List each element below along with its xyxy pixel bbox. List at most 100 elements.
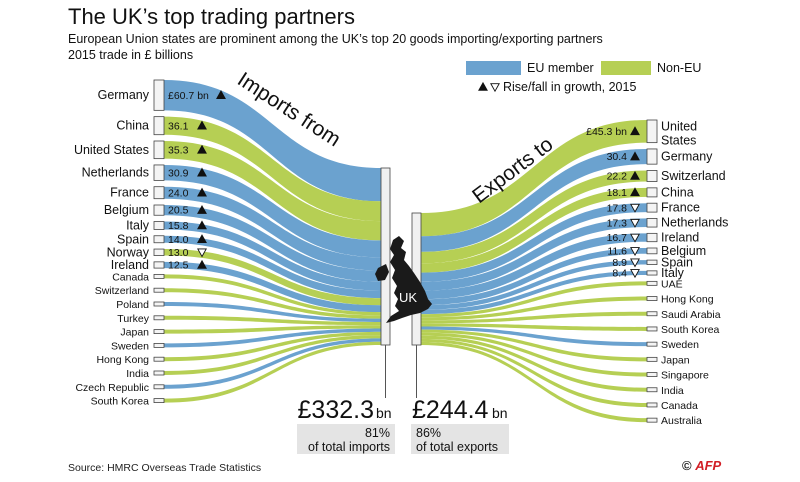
export-country-netherlands: Netherlands <box>661 216 728 230</box>
export-flow-sweden <box>421 326 647 347</box>
import-value-netherlands: 30.9 <box>168 167 189 179</box>
export-country-uae: UAE <box>661 278 683 290</box>
export-trend-spain-fall-icon <box>630 258 640 268</box>
import-value-norway: 13.0 <box>168 247 189 259</box>
import-bar-hong-kong <box>153 356 165 362</box>
import-country-netherlands: Netherlands <box>82 166 149 180</box>
import-bar-turkey <box>153 315 165 321</box>
export-bar-hong-kong <box>646 296 658 301</box>
export-flow-france <box>421 203 647 282</box>
export-trend-china-rise-icon <box>630 187 640 197</box>
flow-layer <box>164 80 647 423</box>
export-flow-germany <box>421 148 647 252</box>
import-flow-ireland <box>164 261 381 313</box>
export-bar-india <box>646 387 658 393</box>
imports-share-percent: 81% <box>365 426 390 440</box>
imports-total-bar <box>380 167 391 346</box>
imports-share-text: of total imports <box>308 440 390 454</box>
import-country-united-states: United States <box>74 143 149 157</box>
import-flow-united-states <box>164 141 381 241</box>
export-value-belgium: 11.6 <box>607 246 627 258</box>
export-bar-saudi-arabia <box>646 311 658 317</box>
export-flow-saudi-arabia <box>421 311 647 324</box>
source-note: Source: HMRC Overseas Trade Statistics <box>68 462 262 474</box>
export-flow-italy <box>421 270 647 315</box>
import-bar-spain <box>153 235 165 244</box>
import-country-ireland: Ireland <box>111 258 149 272</box>
export-country-germany: Germany <box>661 150 713 164</box>
export-bar-switzerland <box>646 170 658 182</box>
import-bar-norway <box>153 248 165 256</box>
import-country-italy: Italy <box>126 219 150 233</box>
legend-eu-label: EU member <box>527 61 594 75</box>
export-value-ireland: 16.7 <box>607 232 628 244</box>
import-value-ireland: 12.5 <box>168 260 189 272</box>
import-flow-belgium <box>164 205 381 282</box>
import-country-sweden: Sweden <box>111 340 149 352</box>
export-flow-south-korea <box>421 323 647 331</box>
export-country-italy: Italy <box>661 266 685 280</box>
export-country-belgium: Belgium <box>661 244 706 258</box>
exports-share-text: of total exports <box>416 440 498 454</box>
import-value-united-states: 35.3 <box>168 144 189 156</box>
chart-subtitle: European Union states are prominent amon… <box>68 32 603 46</box>
import-country-switzerland: Switzerland <box>95 285 149 297</box>
export-flow-china <box>421 187 647 273</box>
legend-rise-icon <box>478 81 488 91</box>
export-flow-japan <box>421 329 647 362</box>
import-bar-canada <box>153 273 165 279</box>
export-country-india: India <box>661 385 684 397</box>
legend-trend-label: Rise/fall in growth, 2015 <box>503 80 636 94</box>
import-trend-belgium-rise-icon <box>197 204 207 214</box>
import-value-germany: £60.7 bn <box>168 90 209 102</box>
export-flow-spain <box>421 260 647 310</box>
exports-total-unit: bn <box>492 405 508 421</box>
import-bar-netherlands <box>153 164 165 181</box>
import-flow-poland <box>164 302 381 322</box>
chart-title: The UK’s top trading partners <box>68 4 355 29</box>
northern-ireland-shape <box>375 264 389 281</box>
import-flow-hong-kong <box>164 331 381 362</box>
export-country-australia: Australia <box>661 415 702 427</box>
bar-layer: UK <box>153 79 658 423</box>
export-country-spain: Spain <box>661 255 693 269</box>
uk-label: UK <box>399 290 417 305</box>
import-flow-canada <box>164 274 381 316</box>
import-bar-india <box>153 370 165 376</box>
import-value-france: 24.0 <box>168 187 189 199</box>
agency-logo: AFP <box>695 458 722 473</box>
import-flow-india <box>164 335 381 375</box>
export-country-france: France <box>661 201 700 215</box>
export-flow-uae <box>421 281 647 318</box>
legend-non-eu-swatch <box>601 61 651 75</box>
export-bar-japan <box>646 356 658 362</box>
export-flow-netherlands <box>421 218 647 291</box>
import-country-poland: Poland <box>116 299 149 311</box>
export-flow-hong-kong <box>421 296 647 321</box>
import-country-germany: Germany <box>98 88 150 102</box>
export-bar-uae <box>646 280 658 286</box>
export-flow-australia <box>421 341 647 423</box>
import-flow-switzerland <box>164 288 381 319</box>
export-bar-china <box>646 187 658 198</box>
import-country-india: India <box>126 368 149 380</box>
import-bar-germany <box>153 79 165 111</box>
import-flow-south-korea <box>164 341 381 403</box>
import-country-norway: Norway <box>107 245 150 259</box>
import-country-spain: Spain <box>117 232 149 246</box>
unit-note: 2015 trade in £ billions <box>68 48 194 62</box>
export-trend-belgium-fall-icon <box>630 247 640 257</box>
import-trend-italy-rise-icon <box>197 220 207 230</box>
export-bar-singapore <box>646 372 658 377</box>
import-bar-belgium <box>153 204 165 216</box>
import-bar-ireland <box>153 261 165 269</box>
import-country-south-korea: South Korea <box>91 396 150 408</box>
export-trend-netherlands-fall-icon <box>630 218 640 228</box>
export-country-united-states-line1: United <box>661 119 697 133</box>
import-bar-japan <box>153 329 165 335</box>
import-value-spain: 14.0 <box>168 234 189 246</box>
import-country-belgium: Belgium <box>104 203 149 217</box>
export-value-switzerland: 22.2 <box>607 171 628 183</box>
export-country-switzerland: Switzerland <box>661 169 726 183</box>
